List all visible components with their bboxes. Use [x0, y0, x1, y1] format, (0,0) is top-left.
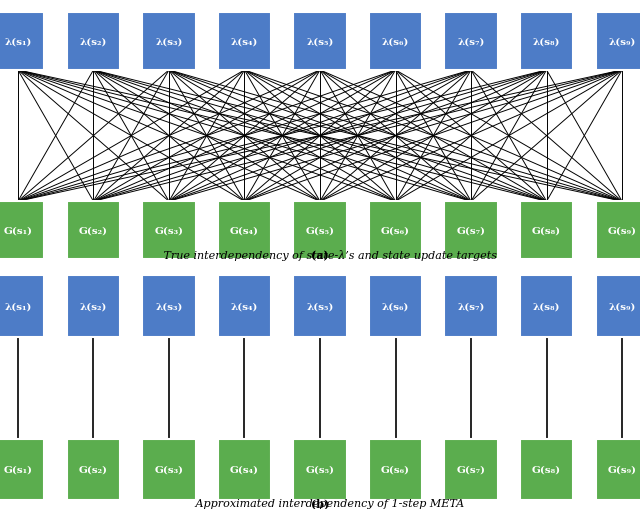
FancyBboxPatch shape	[445, 202, 498, 260]
FancyBboxPatch shape	[595, 439, 640, 500]
Text: G(s₇): G(s₇)	[456, 465, 486, 474]
Text: λ(s₈): λ(s₈)	[533, 302, 560, 311]
Text: λ(s₄): λ(s₄)	[231, 302, 258, 311]
Text: G(s₂): G(s₂)	[79, 465, 108, 474]
FancyBboxPatch shape	[67, 439, 120, 500]
Text: G(s₈): G(s₈)	[532, 465, 561, 474]
FancyBboxPatch shape	[0, 439, 45, 500]
Text: λ(s₅): λ(s₅)	[307, 38, 333, 46]
Text: λ(s₅): λ(s₅)	[307, 302, 333, 311]
FancyBboxPatch shape	[67, 276, 120, 337]
Text: λ(s₂): λ(s₂)	[80, 302, 107, 311]
Text: λ(s₈): λ(s₈)	[533, 38, 560, 46]
Text: G(s₈): G(s₈)	[532, 226, 561, 235]
FancyBboxPatch shape	[369, 202, 422, 260]
Text: G(s₄): G(s₄)	[230, 226, 259, 235]
Text: G(s₃): G(s₃)	[154, 226, 184, 235]
FancyBboxPatch shape	[293, 276, 347, 337]
Text: λ(s₂): λ(s₂)	[80, 38, 107, 46]
Text: G(s₁): G(s₁)	[3, 226, 33, 235]
FancyBboxPatch shape	[143, 276, 196, 337]
FancyBboxPatch shape	[369, 276, 422, 337]
FancyBboxPatch shape	[143, 13, 196, 71]
Text: G(s₉): G(s₉)	[607, 226, 637, 235]
FancyBboxPatch shape	[369, 439, 422, 500]
FancyBboxPatch shape	[520, 276, 573, 337]
FancyBboxPatch shape	[293, 439, 347, 500]
FancyBboxPatch shape	[520, 13, 573, 71]
FancyBboxPatch shape	[0, 202, 45, 260]
FancyBboxPatch shape	[595, 202, 640, 260]
Text: λ(s₁): λ(s₁)	[4, 302, 31, 311]
Text: G(s₂): G(s₂)	[79, 226, 108, 235]
Text: G(s₇): G(s₇)	[456, 226, 486, 235]
Text: λ(s₃): λ(s₃)	[156, 302, 182, 311]
FancyBboxPatch shape	[293, 202, 347, 260]
FancyBboxPatch shape	[293, 13, 347, 71]
Text: G(s₁): G(s₁)	[3, 465, 33, 474]
FancyBboxPatch shape	[445, 439, 498, 500]
Text: G(s₉): G(s₉)	[607, 465, 637, 474]
FancyBboxPatch shape	[445, 276, 498, 337]
Text: λ(s₇): λ(s₇)	[458, 38, 484, 46]
Text: λ(s₇): λ(s₇)	[458, 302, 484, 311]
Text: G(s₅): G(s₅)	[305, 465, 335, 474]
FancyBboxPatch shape	[218, 439, 271, 500]
Text: λ(s₁): λ(s₁)	[4, 38, 31, 46]
Text: G(s₆): G(s₆)	[381, 465, 410, 474]
Text: Approximated interdependency of 1-step META: Approximated interdependency of 1-step M…	[191, 498, 464, 508]
FancyBboxPatch shape	[143, 202, 196, 260]
FancyBboxPatch shape	[0, 276, 45, 337]
FancyBboxPatch shape	[218, 276, 271, 337]
Text: λ(s₉): λ(s₉)	[609, 38, 636, 46]
FancyBboxPatch shape	[595, 13, 640, 71]
Text: (b): (b)	[311, 497, 329, 508]
FancyBboxPatch shape	[0, 13, 45, 71]
FancyBboxPatch shape	[143, 439, 196, 500]
Text: λ(s₄): λ(s₄)	[231, 38, 258, 46]
FancyBboxPatch shape	[445, 13, 498, 71]
Text: (a): (a)	[311, 250, 329, 261]
Text: G(s₆): G(s₆)	[381, 226, 410, 235]
FancyBboxPatch shape	[218, 202, 271, 260]
Text: λ(s₃): λ(s₃)	[156, 38, 182, 46]
Text: λ(s₉): λ(s₉)	[609, 302, 636, 311]
Text: λ(s₆): λ(s₆)	[382, 302, 409, 311]
FancyBboxPatch shape	[520, 202, 573, 260]
FancyBboxPatch shape	[67, 13, 120, 71]
Text: G(s₅): G(s₅)	[305, 226, 335, 235]
FancyBboxPatch shape	[595, 276, 640, 337]
FancyBboxPatch shape	[369, 13, 422, 71]
FancyBboxPatch shape	[218, 13, 271, 71]
FancyBboxPatch shape	[520, 439, 573, 500]
Text: G(s₃): G(s₃)	[154, 465, 184, 474]
Text: G(s₄): G(s₄)	[230, 465, 259, 474]
Text: True interdependency of state-λ’s and state update targets: True interdependency of state-λ’s and st…	[161, 250, 497, 261]
Text: λ(s₆): λ(s₆)	[382, 38, 409, 46]
FancyBboxPatch shape	[67, 202, 120, 260]
